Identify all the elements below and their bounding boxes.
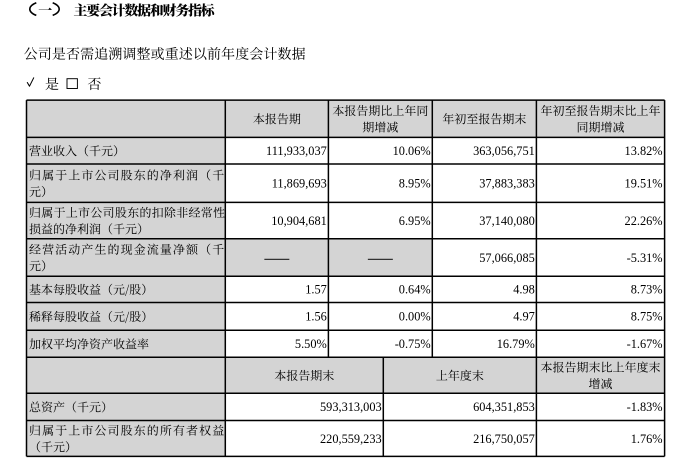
- svg-text:11,869,693: 11,869,693: [272, 177, 327, 191]
- svg-text:5.50%: 5.50%: [295, 337, 327, 351]
- svg-text:216,750,057: 216,750,057: [473, 432, 535, 446]
- svg-text:4.98: 4.98: [513, 283, 535, 297]
- svg-text:8.73%: 8.73%: [631, 283, 663, 297]
- svg-text:363,056,751: 363,056,751: [473, 144, 535, 158]
- svg-text:10.06%: 10.06%: [393, 144, 431, 158]
- svg-text:-1.83%: -1.83%: [627, 400, 663, 414]
- svg-text:4.97: 4.97: [513, 310, 535, 324]
- svg-text:16.79%: 16.79%: [497, 337, 535, 351]
- svg-text:8.95%: 8.95%: [399, 177, 431, 191]
- svg-text:10,904,681: 10,904,681: [271, 214, 327, 228]
- svg-text:8.75%: 8.75%: [631, 310, 663, 324]
- svg-text:220,559,233: 220,559,233: [320, 432, 382, 446]
- svg-text:19.51%: 19.51%: [625, 177, 663, 191]
- svg-text:6.95%: 6.95%: [399, 214, 431, 228]
- svg-text:37,140,080: 37,140,080: [479, 214, 535, 228]
- svg-text:13.82%: 13.82%: [625, 144, 663, 158]
- svg-text:0.00%: 0.00%: [399, 310, 431, 324]
- svg-text:1.57: 1.57: [305, 283, 327, 297]
- svg-text:604,351,853: 604,351,853: [473, 400, 535, 414]
- svg-text:-1.67%: -1.67%: [627, 337, 663, 351]
- svg-text:111,933,037: 111,933,037: [266, 144, 327, 158]
- svg-text:-5.31%: -5.31%: [627, 251, 663, 265]
- svg-text:1.56: 1.56: [305, 310, 327, 324]
- svg-text:0.64%: 0.64%: [399, 283, 431, 297]
- svg-text:22.26%: 22.26%: [625, 214, 663, 228]
- svg-text:37,883,383: 37,883,383: [479, 177, 535, 191]
- svg-text:1.76%: 1.76%: [631, 432, 663, 446]
- svg-text:57,066,085: 57,066,085: [479, 251, 535, 265]
- svg-text:593,313,003: 593,313,003: [320, 400, 382, 414]
- svg-text:-0.75%: -0.75%: [395, 337, 431, 351]
